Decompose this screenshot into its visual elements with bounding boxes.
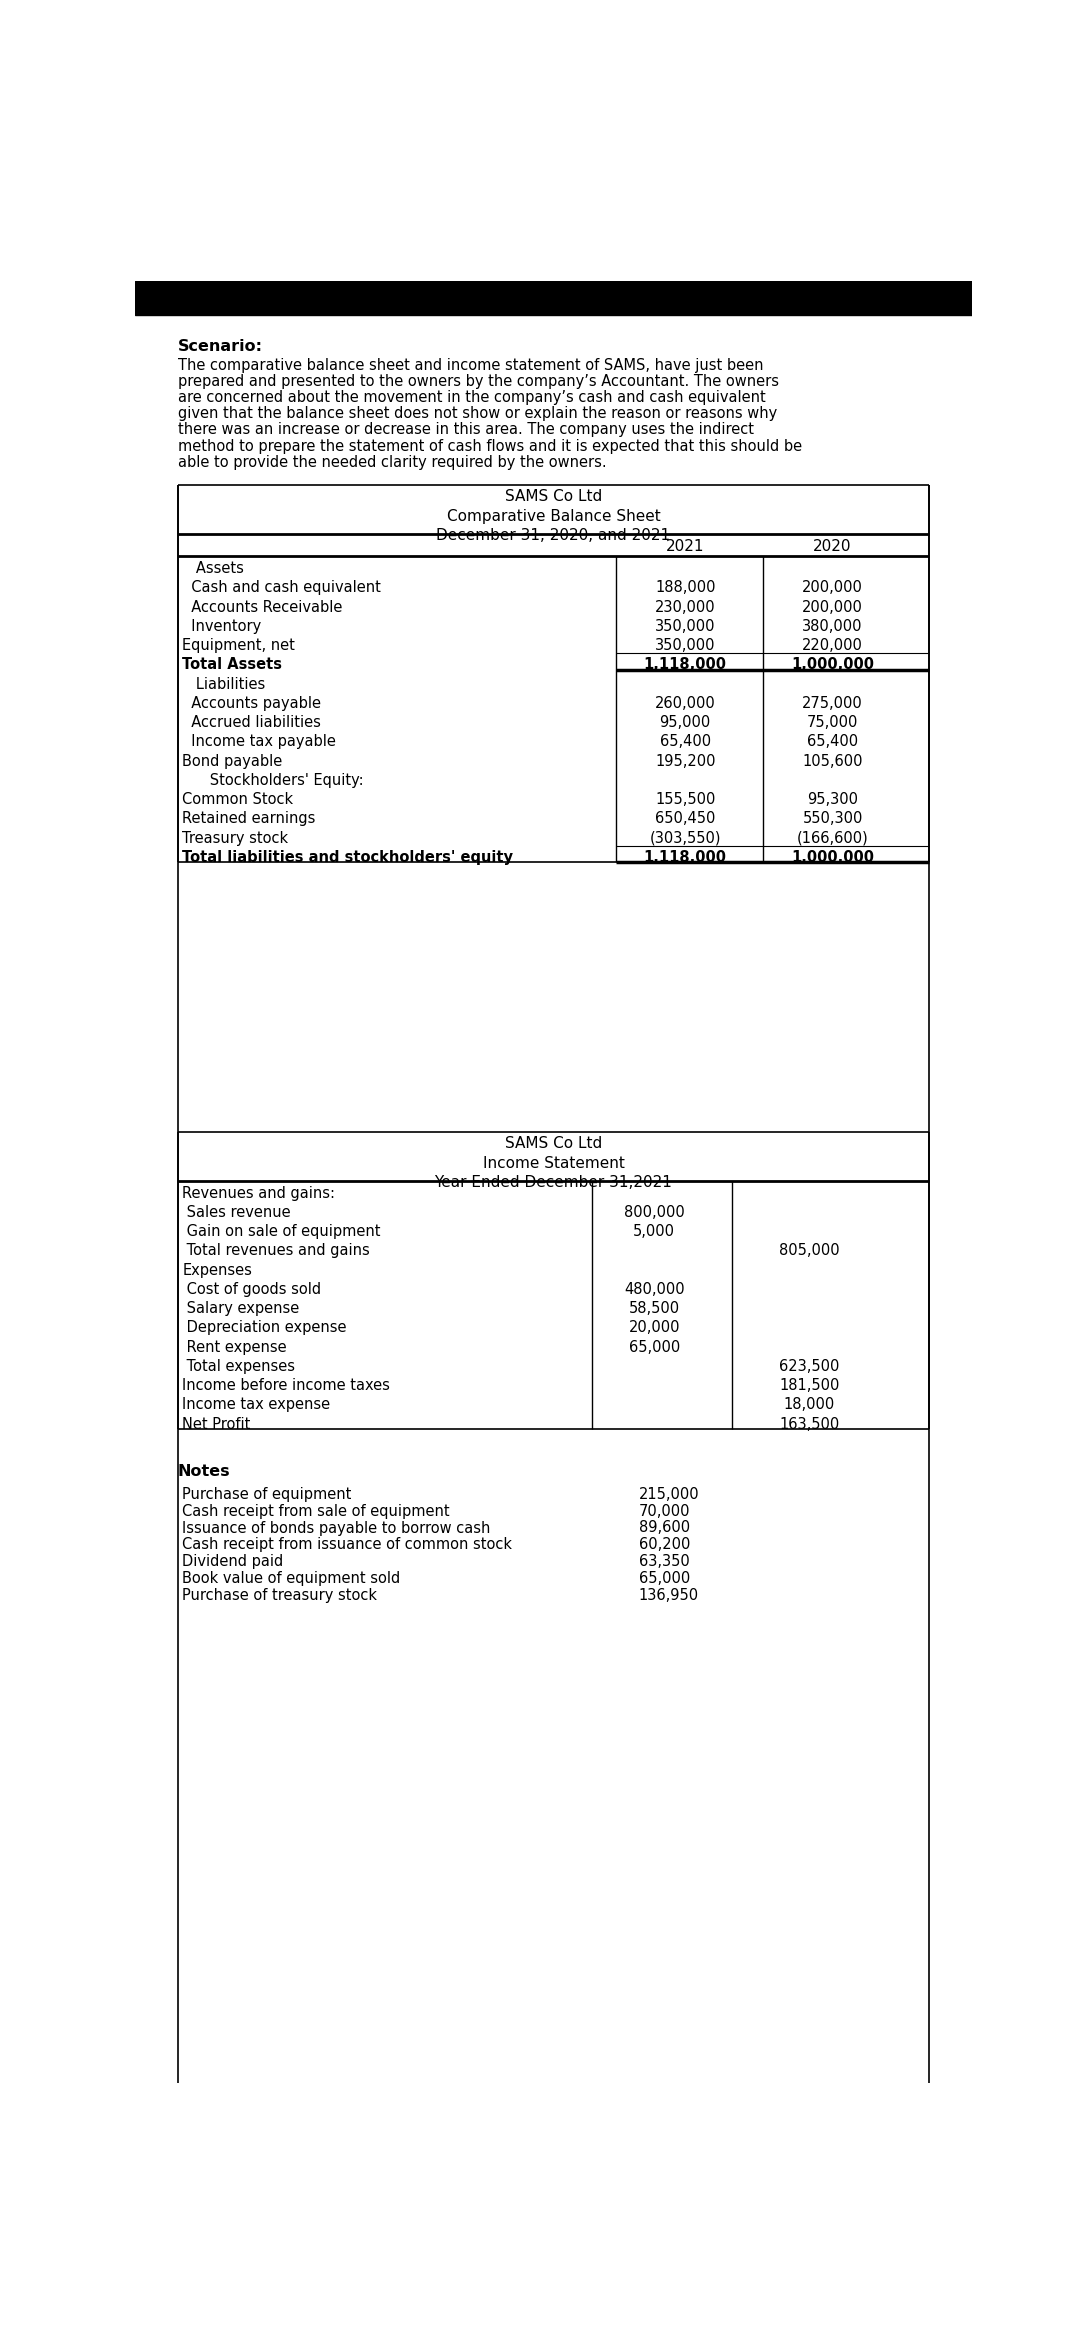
- Text: Cash receipt from sale of equipment: Cash receipt from sale of equipment: [183, 1505, 450, 1519]
- Text: Expenses: Expenses: [183, 1264, 252, 1278]
- Text: able to provide the needed clarity required by the owners.: able to provide the needed clarity requi…: [177, 454, 606, 470]
- Text: 1,118,000: 1,118,000: [644, 849, 727, 866]
- Text: 95,000: 95,000: [660, 716, 711, 730]
- Text: 65,000: 65,000: [638, 1572, 690, 1587]
- Text: 65,400: 65,400: [807, 735, 859, 749]
- Text: 800,000: 800,000: [624, 1205, 685, 1219]
- Text: Income tax expense: Income tax expense: [183, 1397, 330, 1413]
- Text: Total revenues and gains: Total revenues and gains: [183, 1243, 370, 1259]
- Text: Year Ended December 31,2021: Year Ended December 31,2021: [434, 1175, 673, 1189]
- Text: Total expenses: Total expenses: [183, 1360, 295, 1374]
- Text: 70,000: 70,000: [638, 1505, 690, 1519]
- Text: Retained earnings: Retained earnings: [183, 812, 315, 826]
- Text: method to prepare the statement of cash flows and it is expected that this shoul: method to prepare the statement of cash …: [177, 438, 801, 454]
- Text: Gain on sale of equipment: Gain on sale of equipment: [183, 1224, 381, 1240]
- Text: Cash receipt from issuance of common stock: Cash receipt from issuance of common sto…: [183, 1537, 512, 1551]
- Bar: [135, 281, 972, 316]
- Text: Comparative Balance Sheet: Comparative Balance Sheet: [447, 508, 660, 524]
- Text: there was an increase or decrease in this area. The company uses the indirect: there was an increase or decrease in thi…: [177, 424, 754, 438]
- Text: Depreciation expense: Depreciation expense: [183, 1320, 347, 1336]
- Text: 89,600: 89,600: [638, 1521, 690, 1535]
- Text: 805,000: 805,000: [779, 1243, 839, 1259]
- Text: 230,000: 230,000: [654, 599, 716, 615]
- Text: Book value of equipment sold: Book value of equipment sold: [183, 1572, 401, 1587]
- Text: 188,000: 188,000: [654, 580, 715, 594]
- Text: The comparative balance sheet and income statement of SAMS, have just been: The comparative balance sheet and income…: [177, 358, 764, 372]
- Text: 623,500: 623,500: [779, 1360, 839, 1374]
- Text: 136,950: 136,950: [638, 1589, 699, 1603]
- Text: 60,200: 60,200: [638, 1537, 690, 1551]
- Text: Common Stock: Common Stock: [183, 791, 294, 807]
- Text: 195,200: 195,200: [654, 753, 715, 768]
- Text: Total Assets: Total Assets: [183, 658, 282, 672]
- Text: (166,600): (166,600): [797, 831, 868, 845]
- Text: SAMS Co Ltd: SAMS Co Ltd: [504, 489, 603, 505]
- Text: 5,000: 5,000: [633, 1224, 675, 1240]
- Text: Stockholders' Equity:: Stockholders' Equity:: [183, 772, 364, 789]
- Text: Revenues and gains:: Revenues and gains:: [183, 1186, 335, 1200]
- Text: 65,000: 65,000: [629, 1338, 680, 1355]
- Text: 2020: 2020: [813, 538, 852, 555]
- Text: 200,000: 200,000: [802, 599, 863, 615]
- Text: Income Statement: Income Statement: [483, 1156, 624, 1170]
- Text: Sales revenue: Sales revenue: [183, 1205, 291, 1219]
- Text: Treasury stock: Treasury stock: [183, 831, 288, 845]
- Text: Notes: Notes: [177, 1462, 230, 1479]
- Text: 181,500: 181,500: [779, 1378, 839, 1392]
- Text: Income before income taxes: Income before income taxes: [183, 1378, 390, 1392]
- Text: Net Profit: Net Profit: [183, 1416, 251, 1432]
- Text: 350,000: 350,000: [654, 639, 715, 653]
- Text: 550,300: 550,300: [802, 812, 863, 826]
- Text: 163,500: 163,500: [779, 1416, 839, 1432]
- Text: 65,400: 65,400: [660, 735, 711, 749]
- Text: 58,500: 58,500: [629, 1301, 679, 1315]
- Text: 105,600: 105,600: [802, 753, 863, 768]
- Text: Rent expense: Rent expense: [183, 1338, 287, 1355]
- Text: 1,000,000: 1,000,000: [791, 658, 874, 672]
- Text: Salary expense: Salary expense: [183, 1301, 299, 1315]
- Text: 380,000: 380,000: [802, 618, 863, 634]
- Text: 275,000: 275,000: [802, 695, 863, 711]
- Text: 350,000: 350,000: [654, 618, 715, 634]
- Text: 20,000: 20,000: [629, 1320, 680, 1336]
- Text: 63,350: 63,350: [638, 1554, 689, 1570]
- Text: Liabilities: Liabilities: [183, 676, 266, 693]
- Text: 220,000: 220,000: [802, 639, 863, 653]
- Text: Income tax payable: Income tax payable: [183, 735, 336, 749]
- Text: Purchase of treasury stock: Purchase of treasury stock: [183, 1589, 377, 1603]
- Text: 260,000: 260,000: [654, 695, 716, 711]
- Text: prepared and presented to the owners by the company’s Accountant. The owners: prepared and presented to the owners by …: [177, 374, 779, 388]
- Text: Cash and cash equivalent: Cash and cash equivalent: [183, 580, 381, 594]
- Text: given that the balance sheet does not show or explain the reason or reasons why: given that the balance sheet does not sh…: [177, 407, 777, 421]
- Text: (303,550): (303,550): [649, 831, 721, 845]
- Text: 1,118,000: 1,118,000: [644, 658, 727, 672]
- Text: 155,500: 155,500: [656, 791, 715, 807]
- Text: 200,000: 200,000: [802, 580, 863, 594]
- Text: Scenario:: Scenario:: [177, 339, 262, 353]
- Text: 1,000,000: 1,000,000: [791, 849, 874, 866]
- Text: Purchase of equipment: Purchase of equipment: [183, 1486, 352, 1502]
- Text: 480,000: 480,000: [624, 1282, 685, 1296]
- Text: Cost of goods sold: Cost of goods sold: [183, 1282, 322, 1296]
- Text: SAMS Co Ltd: SAMS Co Ltd: [504, 1137, 603, 1151]
- Text: Equipment, net: Equipment, net: [183, 639, 295, 653]
- Text: 75,000: 75,000: [807, 716, 859, 730]
- Text: Accrued liabilities: Accrued liabilities: [183, 716, 321, 730]
- Text: 650,450: 650,450: [656, 812, 715, 826]
- Text: 2021: 2021: [666, 538, 704, 555]
- Text: Dividend paid: Dividend paid: [183, 1554, 284, 1570]
- Text: 215,000: 215,000: [638, 1486, 700, 1502]
- Text: Inventory: Inventory: [183, 618, 261, 634]
- Text: are concerned about the movement in the company’s cash and cash equivalent: are concerned about the movement in the …: [177, 391, 766, 405]
- Text: December 31, 2020, and 2021: December 31, 2020, and 2021: [436, 529, 671, 543]
- Text: Accounts Receivable: Accounts Receivable: [183, 599, 342, 615]
- Text: Bond payable: Bond payable: [183, 753, 283, 768]
- Text: Issuance of bonds payable to borrow cash: Issuance of bonds payable to borrow cash: [183, 1521, 490, 1535]
- Text: Accounts payable: Accounts payable: [183, 695, 321, 711]
- Text: 18,000: 18,000: [784, 1397, 835, 1413]
- Text: 95,300: 95,300: [807, 791, 858, 807]
- Text: Assets: Assets: [183, 562, 244, 576]
- Text: Total liabilities and stockholders' equity: Total liabilities and stockholders' equi…: [183, 849, 513, 866]
